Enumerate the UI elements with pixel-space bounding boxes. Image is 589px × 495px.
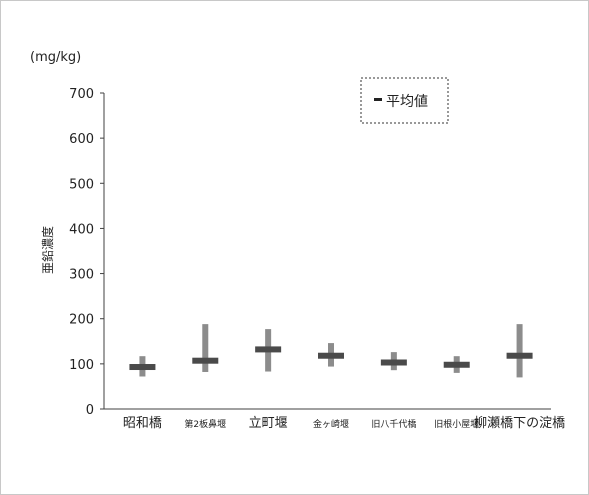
mean-marker	[380, 359, 407, 366]
x-category-label: 第2板鼻堰	[184, 418, 226, 430]
mean-marker	[129, 364, 156, 371]
x-category-label: 旧根小屋堰	[434, 418, 479, 430]
legend: 平均値	[360, 77, 449, 124]
x-category-label: 柳瀬橋下の淀橋	[474, 416, 565, 431]
mean-marker	[192, 357, 219, 364]
y-tick-label: 500	[69, 177, 94, 192]
y-tick-label: 700	[69, 87, 94, 102]
y-tick-label: 200	[69, 313, 94, 328]
x-category-label: 昭和橋	[123, 416, 162, 431]
y-tick-label: 100	[69, 358, 94, 373]
y-tick-label: 300	[69, 268, 94, 283]
mean-marker	[318, 352, 344, 359]
x-category-label: 金ヶ崎堰	[313, 418, 349, 430]
legend-label: 平均値	[386, 94, 428, 110]
mean-marker	[506, 352, 533, 359]
y-tick-label: 0	[86, 403, 94, 418]
mean-marker	[255, 346, 282, 353]
x-category-label: 旧八千代橋	[371, 418, 416, 430]
legend-mean-marker	[374, 98, 382, 101]
y-tick-label: 600	[69, 132, 94, 147]
range-bar	[202, 324, 209, 372]
range-bar	[516, 324, 523, 378]
mean-marker	[443, 361, 470, 368]
y-tick-label: 400	[69, 222, 94, 237]
y-axis-title: 亜鉛濃度	[40, 226, 55, 274]
x-category-label: 立町堰	[249, 416, 288, 431]
y-unit-label: (mg/kg)	[30, 50, 81, 65]
